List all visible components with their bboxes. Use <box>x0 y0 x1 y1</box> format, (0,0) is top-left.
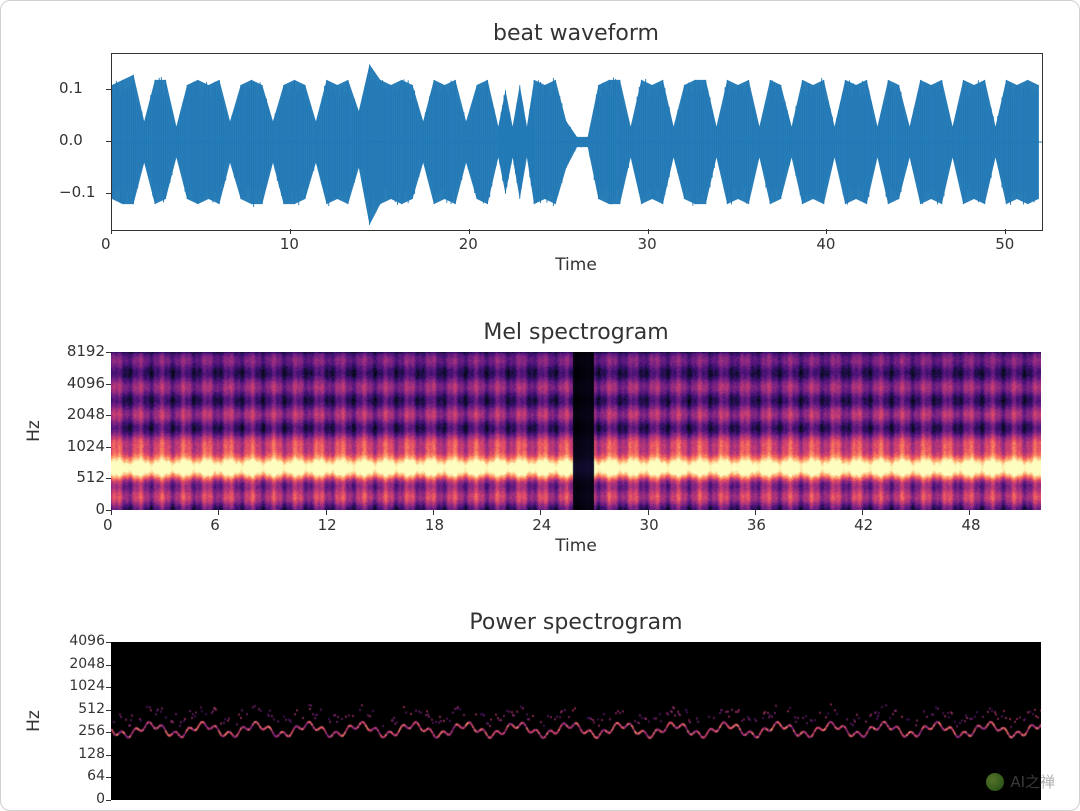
figure-frame: beat waveform 01020304050 −0.10.00.1 Tim… <box>0 0 1080 811</box>
power-title: Power spectrogram <box>111 610 1041 635</box>
waveform-title: beat waveform <box>111 21 1041 46</box>
mel-ylabel: Hz <box>24 420 44 442</box>
power-canvas <box>111 642 1041 800</box>
waveform-plot-area <box>111 53 1043 231</box>
mel-title: Mel spectrogram <box>111 320 1041 345</box>
mel-plot-area <box>111 352 1041 510</box>
mel-xlabel: Time <box>111 536 1041 556</box>
waveform-svg <box>112 54 1042 230</box>
waveform-xlabel: Time <box>111 255 1041 275</box>
power-ylabel: Hz <box>24 710 44 732</box>
power-plot-area <box>111 642 1041 800</box>
mel-canvas <box>111 352 1041 510</box>
